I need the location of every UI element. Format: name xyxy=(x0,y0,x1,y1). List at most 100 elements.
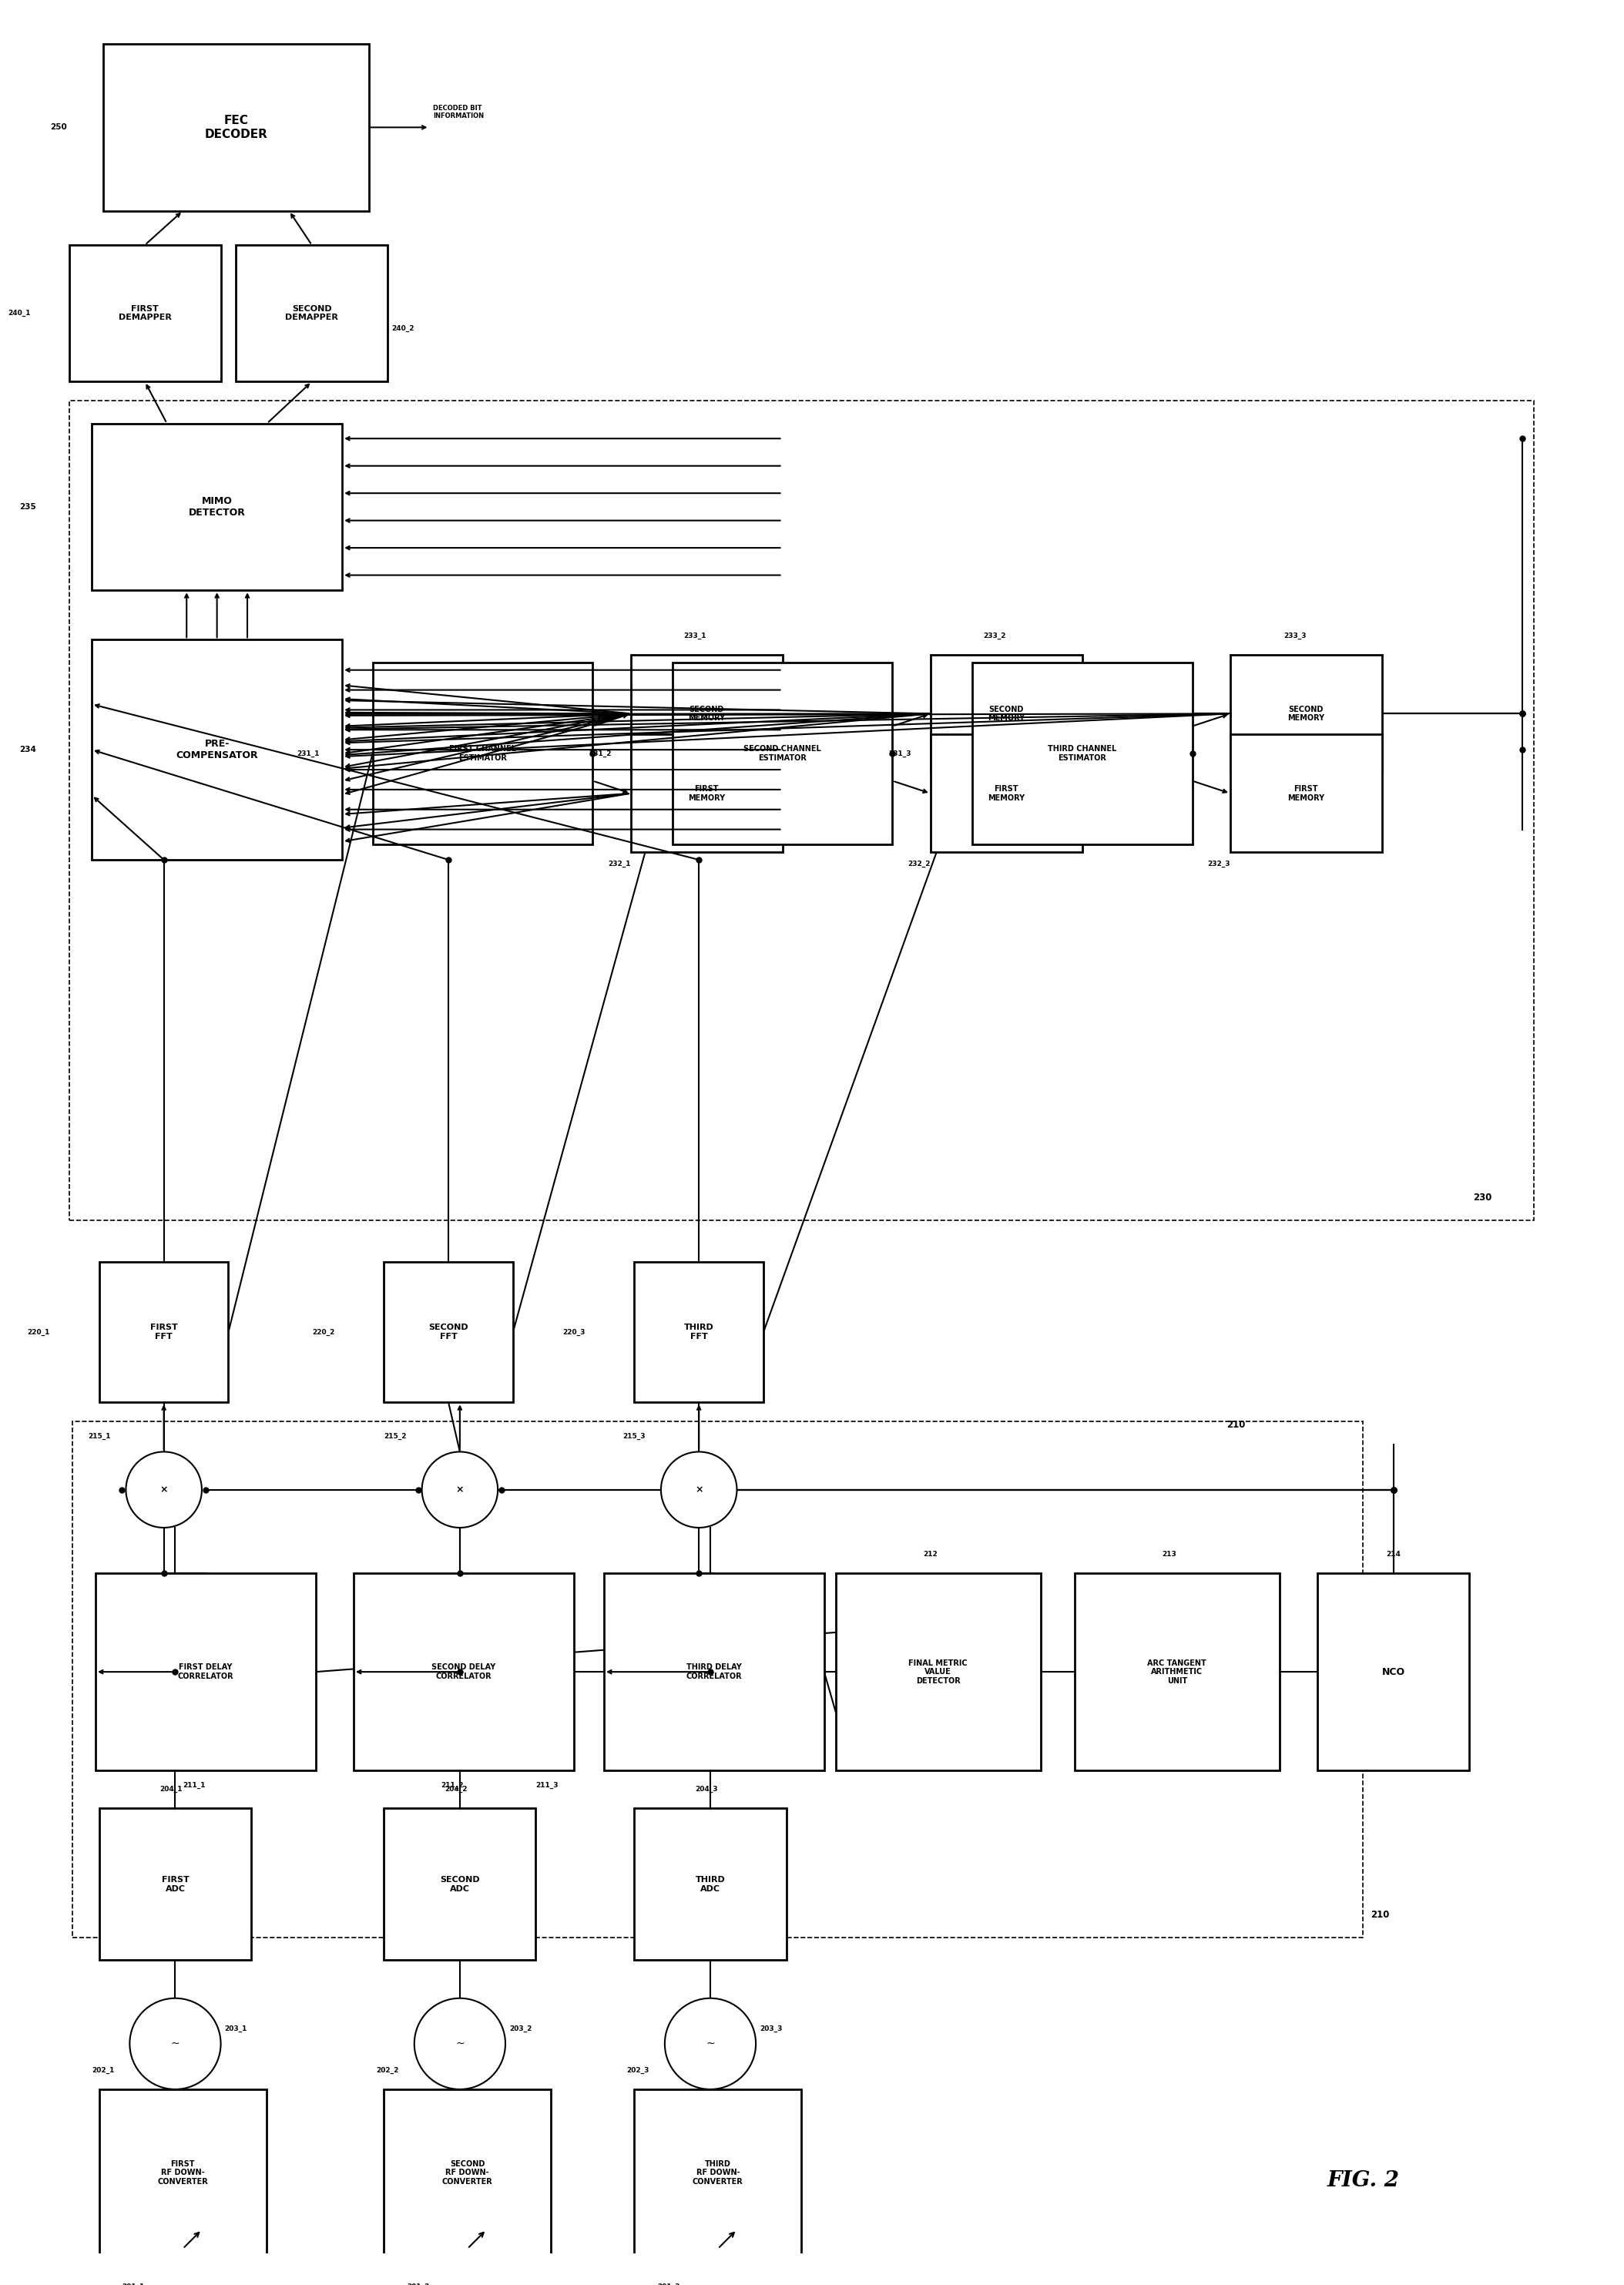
Bar xyxy=(99,1807,252,1961)
Text: 203_2: 203_2 xyxy=(510,2025,531,2031)
Bar xyxy=(672,663,893,845)
Bar xyxy=(99,2088,266,2255)
Text: SECOND DELAY
CORRELATOR: SECOND DELAY CORRELATOR xyxy=(432,1663,495,1679)
Text: FIRST CHANNEL
ESTIMATOR: FIRST CHANNEL ESTIMATOR xyxy=(450,745,516,761)
Bar xyxy=(1317,1572,1470,1771)
Text: MIMO
DETECTOR: MIMO DETECTOR xyxy=(188,496,245,519)
Text: SECOND CHANNEL
ESTIMATOR: SECOND CHANNEL ESTIMATOR xyxy=(744,745,822,761)
Text: 220_1: 220_1 xyxy=(28,1328,50,1337)
Bar xyxy=(235,244,388,382)
Text: FIG. 2: FIG. 2 xyxy=(1327,2171,1400,2191)
Text: 232_1: 232_1 xyxy=(607,859,630,866)
Text: 212: 212 xyxy=(922,1552,937,1558)
Bar xyxy=(99,1261,229,1403)
Bar xyxy=(635,2088,801,2255)
Text: 202_2: 202_2 xyxy=(377,2068,400,2075)
Circle shape xyxy=(414,1997,505,2088)
Text: 233_3: 233_3 xyxy=(1283,633,1306,640)
Text: 204_3: 204_3 xyxy=(695,1787,718,1794)
Circle shape xyxy=(422,1451,499,1529)
Bar xyxy=(91,423,343,590)
Text: 204_2: 204_2 xyxy=(445,1787,468,1794)
Text: 215_2: 215_2 xyxy=(383,1433,406,1440)
Text: NCO: NCO xyxy=(1382,1666,1405,1677)
Text: SECOND
RF DOWN-
CONVERTER: SECOND RF DOWN- CONVERTER xyxy=(442,2159,492,2184)
Text: 203_3: 203_3 xyxy=(760,2025,783,2031)
Text: 230: 230 xyxy=(1473,1193,1492,1202)
Text: SECOND
MEMORY: SECOND MEMORY xyxy=(1288,706,1325,722)
Text: 202_1: 202_1 xyxy=(91,2068,114,2075)
Text: 210: 210 xyxy=(1226,1421,1246,1430)
Text: FEC
DECODER: FEC DECODER xyxy=(205,114,268,139)
Text: 220_2: 220_2 xyxy=(312,1328,335,1337)
Text: 215_1: 215_1 xyxy=(88,1433,110,1440)
Text: 233_2: 233_2 xyxy=(984,633,1007,640)
Bar xyxy=(383,1807,536,1961)
Bar xyxy=(973,663,1192,845)
Circle shape xyxy=(664,1997,755,2088)
Text: 231_3: 231_3 xyxy=(888,749,911,756)
Text: 232_2: 232_2 xyxy=(908,859,931,866)
Text: 220_3: 220_3 xyxy=(562,1328,585,1337)
Text: 231_1: 231_1 xyxy=(297,749,320,756)
Text: 203_1: 203_1 xyxy=(224,2025,247,2031)
Circle shape xyxy=(661,1451,737,1529)
Text: FIRST
FFT: FIRST FFT xyxy=(149,1323,177,1341)
Bar xyxy=(68,244,221,382)
Text: ARC TANGENT
ARITHMETIC
UNIT: ARC TANGENT ARITHMETIC UNIT xyxy=(1148,1659,1207,1684)
Text: FIRST
DEMAPPER: FIRST DEMAPPER xyxy=(119,304,172,322)
Text: FIRST DELAY
CORRELATOR: FIRST DELAY CORRELATOR xyxy=(177,1663,234,1679)
Bar xyxy=(1231,733,1382,852)
Text: ~: ~ xyxy=(706,2038,715,2050)
Text: ~: ~ xyxy=(171,2038,180,2050)
Bar xyxy=(635,1261,763,1403)
Text: SECOND
MEMORY: SECOND MEMORY xyxy=(689,706,724,722)
Text: 210: 210 xyxy=(1371,1910,1390,1919)
Text: 231_2: 231_2 xyxy=(590,749,612,756)
Text: SECOND
MEMORY: SECOND MEMORY xyxy=(987,706,1025,722)
Bar xyxy=(604,1572,823,1771)
Text: 211_1: 211_1 xyxy=(184,1782,206,1789)
Text: 233_1: 233_1 xyxy=(684,633,706,640)
Bar xyxy=(835,1572,1041,1771)
Text: FIRST
MEMORY: FIRST MEMORY xyxy=(987,786,1025,802)
Bar xyxy=(91,640,343,859)
Text: 211_2: 211_2 xyxy=(440,1782,463,1789)
Bar xyxy=(383,1261,513,1403)
Text: 215_3: 215_3 xyxy=(624,1433,646,1440)
Text: ×: × xyxy=(456,1485,464,1494)
Text: FIRST
MEMORY: FIRST MEMORY xyxy=(1288,786,1325,802)
Text: FINAL METRIC
VALUE
DETECTOR: FINAL METRIC VALUE DETECTOR xyxy=(908,1659,968,1684)
Text: ~: ~ xyxy=(455,2038,464,2050)
Circle shape xyxy=(130,1997,221,2088)
Text: 213: 213 xyxy=(1161,1552,1176,1558)
Bar xyxy=(68,400,1533,1220)
Text: SECOND
ADC: SECOND ADC xyxy=(440,1876,479,1892)
Bar xyxy=(73,1421,1363,1938)
Text: THIRD
ADC: THIRD ADC xyxy=(695,1876,726,1892)
Text: FIRST
RF DOWN-
CONVERTER: FIRST RF DOWN- CONVERTER xyxy=(158,2159,208,2184)
Text: 214: 214 xyxy=(1385,1552,1400,1558)
Bar xyxy=(372,663,593,845)
Bar xyxy=(630,733,783,852)
Text: THIRD DELAY
CORRELATOR: THIRD DELAY CORRELATOR xyxy=(685,1663,742,1679)
Bar xyxy=(931,656,1082,772)
Text: 250: 250 xyxy=(50,123,67,130)
Circle shape xyxy=(127,1451,201,1529)
Bar xyxy=(931,733,1082,852)
Text: ×: × xyxy=(159,1485,167,1494)
Text: 211_3: 211_3 xyxy=(536,1782,559,1789)
Bar xyxy=(1231,656,1382,772)
Text: THIRD CHANNEL
ESTIMATOR: THIRD CHANNEL ESTIMATOR xyxy=(1047,745,1117,761)
Text: 240_1: 240_1 xyxy=(8,311,31,318)
Bar xyxy=(1075,1572,1280,1771)
Text: SECOND
DEMAPPER: SECOND DEMAPPER xyxy=(286,304,338,322)
Text: FIRST
MEMORY: FIRST MEMORY xyxy=(689,786,724,802)
Text: THIRD
FFT: THIRD FFT xyxy=(684,1323,715,1341)
Text: 232_3: 232_3 xyxy=(1207,859,1229,866)
Bar xyxy=(102,43,369,210)
Text: 240_2: 240_2 xyxy=(391,324,414,331)
Text: FIRST
ADC: FIRST ADC xyxy=(161,1876,188,1892)
Text: 235: 235 xyxy=(19,503,36,512)
Text: DECODED BIT
INFORMATION: DECODED BIT INFORMATION xyxy=(434,105,484,119)
